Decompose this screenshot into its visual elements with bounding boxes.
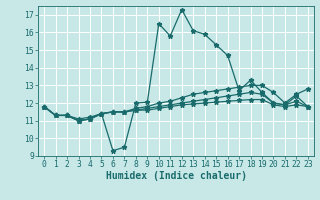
X-axis label: Humidex (Indice chaleur): Humidex (Indice chaleur) [106,171,246,181]
